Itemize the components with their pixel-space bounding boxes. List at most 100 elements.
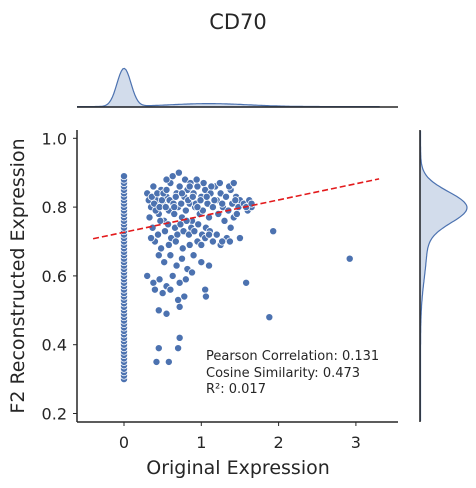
data-point: [168, 271, 177, 280]
data-point: [226, 223, 235, 232]
data-point: [205, 230, 214, 239]
data-point: [181, 206, 190, 215]
data-point: [188, 268, 197, 277]
data-point: [189, 251, 198, 260]
data-point: [164, 357, 173, 366]
data-point: [218, 199, 227, 208]
data-point: [197, 258, 206, 267]
data-point: [147, 234, 156, 243]
data-point: [197, 240, 206, 249]
data-point: [194, 220, 203, 229]
data-point: [154, 251, 163, 260]
data-point: [157, 244, 166, 253]
data-point: [207, 182, 216, 191]
data-point: [235, 234, 244, 243]
data-point: [156, 216, 165, 225]
data-point: [242, 278, 251, 287]
data-point: [177, 189, 186, 198]
data-point: [166, 285, 175, 294]
data-point: [166, 251, 175, 260]
data-point: [210, 196, 219, 205]
data-point: [177, 199, 186, 208]
data-point: [174, 344, 183, 353]
data-point: [178, 244, 187, 253]
y-tick-label: 0.6: [42, 267, 67, 286]
x-tick-label: 2: [274, 433, 284, 452]
data-point: [193, 203, 202, 212]
data-point: [218, 237, 227, 246]
data-point: [154, 306, 163, 315]
data-point: [175, 302, 184, 311]
data-point: [157, 196, 166, 205]
data-point: [190, 227, 199, 236]
data-point: [225, 237, 234, 246]
chart-title: CD70: [209, 10, 267, 34]
data-point: [170, 203, 179, 212]
trend-line: [92, 178, 380, 240]
annotation-pearson: Pearson Correlation: 0.131: [206, 349, 379, 364]
data-point: [177, 254, 186, 263]
data-point: [185, 240, 194, 249]
data-point: [168, 172, 177, 181]
data-point: [162, 185, 171, 194]
y-tick-label: 1.0: [42, 129, 67, 148]
data-point: [145, 213, 154, 222]
data-point: [205, 261, 214, 270]
data-point: [231, 196, 240, 205]
data-point: [150, 285, 159, 294]
data-point: [199, 179, 208, 188]
data-point: [162, 175, 171, 184]
right-marginal: [419, 130, 468, 422]
data-point: [160, 258, 169, 267]
data-point: [220, 216, 229, 225]
y-tick-label: 0.8: [42, 198, 67, 217]
data-point: [345, 254, 354, 263]
data-point: [170, 209, 179, 218]
data-point: [201, 285, 210, 294]
stats-annotation: Pearson Correlation: 0.131 Cosine Simila…: [206, 349, 379, 397]
data-point: [208, 203, 217, 212]
data-point: [229, 179, 238, 188]
data-point: [174, 168, 183, 177]
data-point: [192, 175, 201, 184]
data-point: [247, 199, 256, 208]
x-tick-label: 1: [196, 433, 206, 452]
data-point: [175, 278, 184, 287]
data-point: [222, 192, 231, 201]
x-tick-label: 3: [351, 433, 361, 452]
data-point: [188, 192, 197, 201]
points-layer: [120, 168, 354, 384]
data-point: [164, 240, 173, 249]
data-point: [175, 333, 184, 342]
x-axis-label: Original Expression: [146, 457, 330, 479]
data-point: [172, 261, 181, 270]
data-point: [152, 357, 161, 366]
data-point: [171, 237, 180, 246]
y-ticks: 0.2 0.4 0.6 0.8 1.0: [42, 129, 77, 424]
data-point: [149, 182, 158, 191]
top-kde-curve: [76, 67, 380, 108]
x-tick-label: 0: [119, 433, 129, 452]
data-point: [201, 292, 210, 301]
data-point: [154, 230, 163, 239]
data-point: [185, 182, 194, 191]
data-point: [175, 182, 184, 191]
y-tick-label: 0.2: [42, 405, 67, 424]
data-point: [155, 275, 164, 284]
data-point: [232, 209, 241, 218]
data-point: [265, 313, 274, 322]
main-plot: 0 1 2 3 0.2 0.4 0.6 0.8 1.0: [42, 129, 398, 452]
data-point: [161, 203, 170, 212]
x-ticks: 0 1 2 3: [119, 422, 361, 452]
data-point: [269, 227, 278, 236]
data-point: [171, 192, 180, 201]
annotation-cosine: Cosine Similarity: 0.473: [206, 366, 360, 381]
data-point: [154, 344, 163, 353]
data-point: [162, 309, 171, 318]
data-point: [196, 196, 205, 205]
y-axis-label: F2 Reconstructed Expression: [7, 138, 29, 413]
data-point: [212, 230, 221, 239]
data-point: [158, 289, 167, 298]
data-point: [182, 216, 191, 225]
